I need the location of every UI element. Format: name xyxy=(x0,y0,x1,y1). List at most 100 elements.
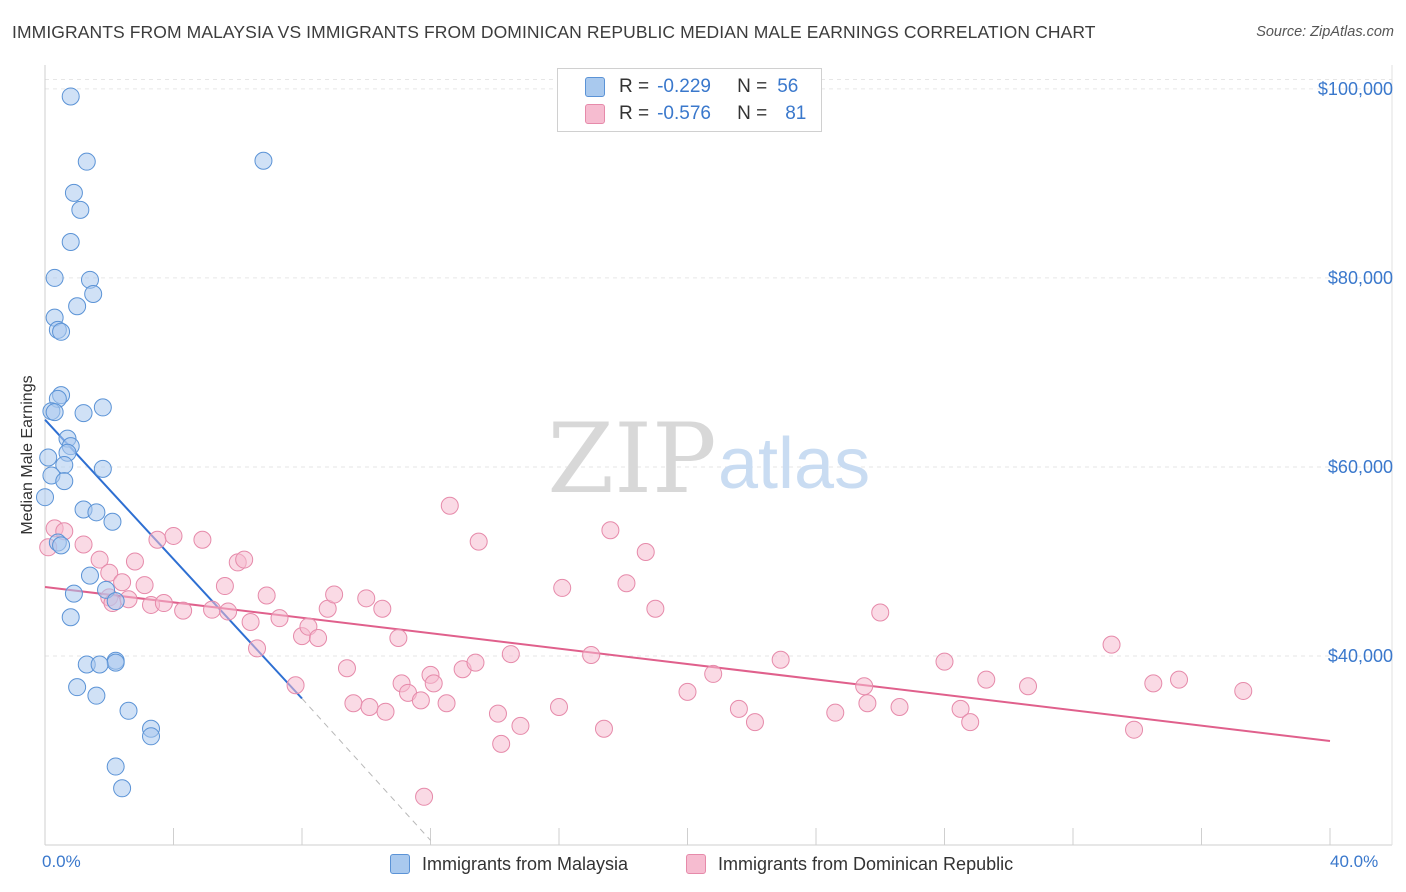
malaysia-point xyxy=(80,566,99,585)
bottom-legend-label-malaysia: Immigrants from Malaysia xyxy=(422,853,629,874)
dominican-point xyxy=(636,543,655,562)
dominican-point xyxy=(1125,720,1144,739)
dominican-point xyxy=(411,691,430,710)
malaysia-point xyxy=(93,459,112,478)
malaysia-point xyxy=(39,448,58,467)
dominican-point xyxy=(961,713,980,732)
legend-r-value: -0.229 xyxy=(657,76,711,97)
dominican-point xyxy=(469,532,488,551)
dominican-point xyxy=(951,699,970,718)
dominican-point xyxy=(148,530,167,549)
dominican-point xyxy=(74,535,93,554)
dominican-point xyxy=(440,496,459,515)
malaysia-point xyxy=(45,403,64,422)
y-tick-labels: $40,000 $60,000 $80,000 $100,000 xyxy=(1318,79,1393,666)
dominican-point xyxy=(1019,677,1038,696)
dominican-point xyxy=(1102,635,1121,654)
watermark: ZIP atlas xyxy=(547,403,870,515)
dominican-point xyxy=(977,670,996,689)
malaysia-point xyxy=(87,686,106,705)
dominican-point xyxy=(389,629,408,648)
malaysia-point xyxy=(52,536,71,555)
dominican-point xyxy=(415,787,434,806)
dominican-point xyxy=(215,577,234,596)
dominican-point xyxy=(858,694,877,713)
malaysia-point xyxy=(119,701,138,720)
dominican-point xyxy=(270,609,289,628)
malaysia-point xyxy=(61,233,80,252)
malaysia-point xyxy=(93,398,112,417)
dominican-point xyxy=(286,676,305,695)
dominican-point xyxy=(357,589,376,608)
dominican-point xyxy=(1234,681,1253,700)
dominican-point xyxy=(113,573,132,592)
dominican-point xyxy=(337,659,356,678)
legend-n-label: N = xyxy=(737,76,768,97)
legend-r-label: R = xyxy=(619,76,650,97)
dominican-point xyxy=(704,664,723,683)
dominican-point xyxy=(309,629,328,648)
malaysia-point xyxy=(61,608,80,627)
legend-row-malaysia: R = -0.229 N = 56 xyxy=(558,75,798,99)
dominican-point xyxy=(376,702,395,721)
malaysia-point xyxy=(84,284,103,303)
dominican-point xyxy=(771,650,790,669)
correlation-legend: R = -0.229 N = 56 R = -0.576 N = 81 xyxy=(557,68,822,132)
malaysia-point xyxy=(87,503,106,522)
malaysia-point xyxy=(106,653,125,672)
dominican-point xyxy=(646,599,665,618)
dominican-point xyxy=(373,599,392,618)
dominican-point xyxy=(550,698,568,717)
dominican-point xyxy=(437,694,456,713)
dominican-point xyxy=(488,704,507,723)
malaysia-point xyxy=(71,200,90,219)
malaysia-point xyxy=(77,152,96,171)
x-tick-max: 40.0% xyxy=(1330,852,1379,871)
malaysia-point xyxy=(61,87,80,106)
dominican-point xyxy=(235,550,254,569)
dominican-point xyxy=(890,698,909,717)
legend-r-label: R = xyxy=(619,103,650,124)
dominican-point xyxy=(729,699,748,718)
dominican-point xyxy=(511,716,530,735)
y-tick-label: $100,000 xyxy=(1318,79,1393,99)
dominican-point xyxy=(855,677,874,696)
dominican-point xyxy=(826,703,845,722)
legend-n-value: 81 xyxy=(785,103,807,124)
dominican-point xyxy=(678,682,697,701)
dominican-point xyxy=(582,646,601,665)
dominican-point xyxy=(617,574,636,593)
dominican-point xyxy=(501,645,520,664)
gridlines xyxy=(45,78,1392,657)
watermark-zip: ZIP xyxy=(547,403,716,515)
dominican-point xyxy=(745,713,764,732)
bottom-legend-dominican: Immigrants from Dominican Republic xyxy=(686,852,1013,876)
legend-r-value: -0.576 xyxy=(657,103,711,124)
dominican-point xyxy=(360,698,379,717)
malaysia-point xyxy=(103,512,122,531)
bottom-legend-label-dominican: Immigrants from Dominican Republic xyxy=(718,853,1014,874)
bottom-legend-malaysia: Immigrants from Malaysia xyxy=(390,852,628,876)
dominican-point xyxy=(219,602,238,621)
y-tick-label: $80,000 xyxy=(1328,268,1393,288)
source-label: Source: ZipAtlas.com xyxy=(1256,24,1394,40)
dominican-point xyxy=(325,585,344,604)
dominican-point xyxy=(90,550,109,569)
dominican-point xyxy=(193,530,212,549)
dominican-point xyxy=(601,521,620,540)
malaysia-point xyxy=(64,183,83,202)
dominican-point xyxy=(1170,670,1189,689)
series-dominican-points xyxy=(39,496,1253,806)
bottom-legend-swatch-malaysia xyxy=(390,854,410,874)
dominican-point xyxy=(125,552,144,571)
malaysia-point xyxy=(68,678,87,697)
dominican-point xyxy=(424,674,443,693)
legend-swatch-dominican xyxy=(585,104,605,124)
malaysia-point xyxy=(36,488,54,507)
malaysia-point xyxy=(68,297,87,316)
dominican-point xyxy=(100,563,119,582)
series-malaysia-points xyxy=(36,87,273,798)
legend-n-value: 56 xyxy=(777,76,799,97)
dominican-point xyxy=(935,652,954,671)
